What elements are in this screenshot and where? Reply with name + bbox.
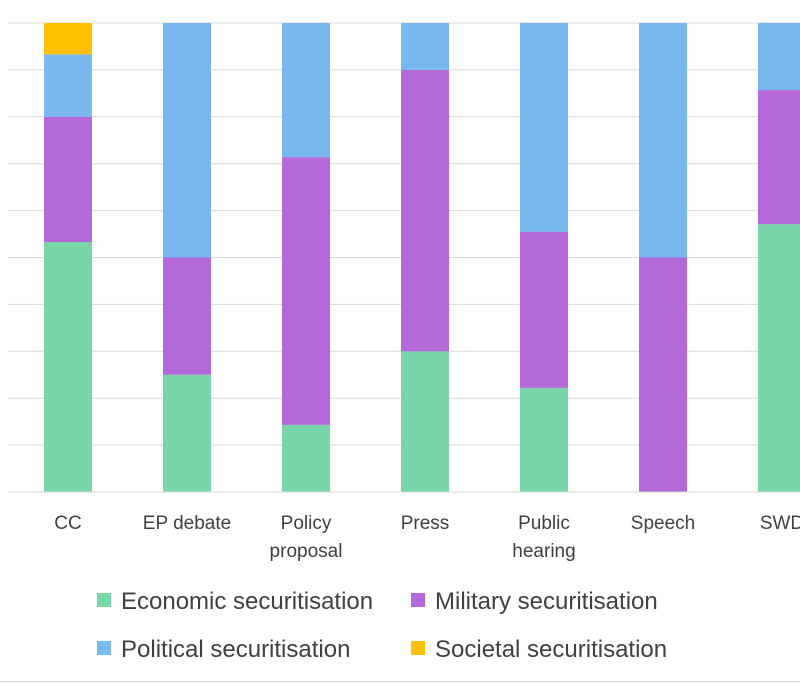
bar-segment-societal-securitisation-cc [44,23,92,55]
x-tick-label-public-hearing: Public hearing [512,513,575,562]
legend: Economic securitisation Military securiti… [97,588,667,663]
x-tick-labels: CC EP debate Policy proposal Press Public hear… [54,513,800,562]
bar-segment-economic-securitisation-press [401,351,449,492]
legend-swatch-military-securitisation [411,593,425,607]
bar-segment-political-securitisation-ep-debate [163,23,211,258]
x-tick-label-ep-debate: EP debate [143,513,231,534]
x-tick-label-speech: Speech [631,513,695,534]
bar-segment-military-securitisation-public-hearing [520,231,568,388]
bar-segment-political-securitisation-press [401,23,449,70]
legend-label-economic-securitisation: Economic securitisation [121,588,373,615]
bar-segment-political-securitisation-swd [758,23,800,91]
legend-swatch-societal-securitisation [411,641,425,655]
legend-label-societal-securitisation: Societal securitisation [435,636,667,663]
bar-segment-political-securitisation-cc [44,54,92,117]
legend-label-political-securitisation: Political securitisation [121,636,350,663]
bar-segment-military-securitisation-swd [758,90,800,225]
bar-segment-military-securitisation-press [401,69,449,352]
x-tick-label-swd: SWD [760,513,800,534]
bar-segment-economic-securitisation-ep-debate [163,374,211,492]
legend-label-military-securitisation: Military securitisation [435,588,658,615]
bar-segment-economic-securitisation-swd [758,224,800,493]
bar-segment-military-securitisation-policy-proposal [282,157,330,425]
bar-segment-economic-securitisation-policy-proposal [282,424,330,492]
bar-segment-military-securitisation-cc [44,116,92,243]
bar-segment-political-securitisation-speech [639,23,687,258]
bar-segment-economic-securitisation-cc [44,242,92,492]
x-tick-label-cc: CC [54,513,81,534]
bars [44,23,800,493]
x-tick-label-press: Press [401,513,450,534]
bar-segment-military-securitisation-speech [639,257,687,492]
x-tick-label-policy-proposal: Policy proposal [270,513,343,562]
bar-segment-economic-securitisation-public-hearing [520,387,568,492]
bar-segment-political-securitisation-policy-proposal [282,23,330,158]
bar-segment-military-securitisation-ep-debate [163,257,211,375]
legend-swatch-political-securitisation [97,641,111,655]
bar-segment-political-securitisation-public-hearing [520,23,568,232]
legend-swatch-economic-securitisation [97,593,111,607]
